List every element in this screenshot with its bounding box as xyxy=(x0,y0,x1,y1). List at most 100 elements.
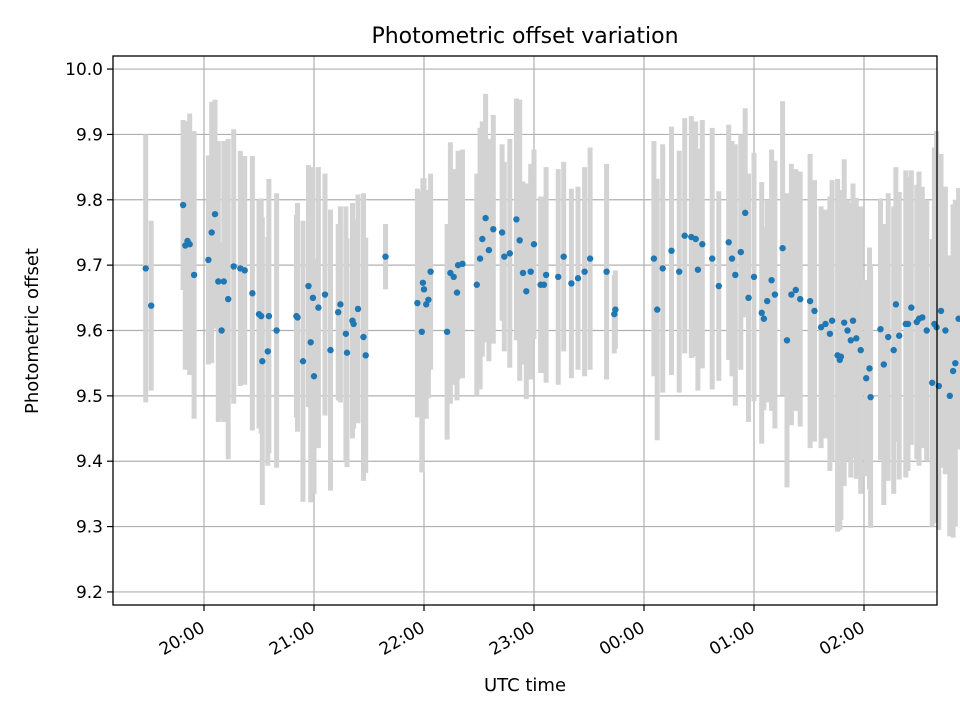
x-tick-label: 22:00 xyxy=(376,618,428,660)
data-point xyxy=(715,282,722,290)
data-point xyxy=(225,295,232,303)
x-tick-label: 02:00 xyxy=(816,618,868,660)
data-point xyxy=(540,281,548,288)
data-point xyxy=(866,365,873,372)
data-point xyxy=(506,250,513,257)
data-point xyxy=(294,314,301,321)
y-tick-label: 9.9 xyxy=(76,125,103,145)
x-tick-label: 20:00 xyxy=(156,618,208,660)
x-tick-label: 01:00 xyxy=(706,618,758,660)
data-point xyxy=(937,307,945,315)
data-point xyxy=(728,255,736,262)
data-point xyxy=(258,312,265,320)
data-point xyxy=(479,235,486,243)
data-point xyxy=(771,291,779,298)
data-point xyxy=(699,241,706,248)
data-point xyxy=(218,327,225,334)
data-point xyxy=(568,280,575,287)
data-point xyxy=(542,271,550,279)
data-points xyxy=(142,201,960,401)
data-point xyxy=(725,239,732,246)
data-point xyxy=(837,353,845,360)
data-point xyxy=(885,333,892,341)
data-point xyxy=(890,346,897,354)
data-point xyxy=(574,275,582,282)
data-point xyxy=(241,267,248,274)
data-point xyxy=(427,268,434,275)
data-point xyxy=(337,301,344,308)
data-point xyxy=(880,361,887,368)
data-point xyxy=(220,278,227,285)
data-point xyxy=(586,255,594,262)
data-point xyxy=(273,327,280,334)
data-point xyxy=(603,268,610,275)
data-point xyxy=(142,265,149,272)
data-point xyxy=(659,265,666,272)
error-bars xyxy=(143,93,960,538)
data-point xyxy=(822,320,829,328)
data-point xyxy=(450,273,457,281)
data-point xyxy=(694,266,702,273)
data-point xyxy=(709,255,716,262)
data-point xyxy=(453,289,461,296)
data-point xyxy=(612,306,619,313)
data-point xyxy=(259,358,266,365)
data-point xyxy=(797,295,804,303)
data-point xyxy=(750,273,758,281)
data-point xyxy=(527,268,534,275)
data-point xyxy=(676,268,683,275)
data-point xyxy=(681,232,688,239)
data-point xyxy=(737,248,744,256)
data-point xyxy=(485,246,493,254)
data-point xyxy=(650,255,658,262)
data-point xyxy=(513,216,520,223)
x-tick-label: 00:00 xyxy=(596,618,648,660)
data-point xyxy=(179,201,187,209)
data-point xyxy=(877,325,884,333)
data-point xyxy=(516,237,523,244)
data-point xyxy=(654,306,661,313)
data-point xyxy=(299,358,307,365)
data-point xyxy=(362,352,369,359)
data-point xyxy=(530,241,538,248)
data-point xyxy=(758,309,765,317)
data-point xyxy=(265,312,273,320)
data-point xyxy=(841,319,848,326)
data-point xyxy=(476,255,484,262)
data-point xyxy=(342,330,350,337)
data-point xyxy=(211,210,219,218)
data-point xyxy=(792,286,799,294)
data-point xyxy=(305,282,312,290)
data-point xyxy=(310,373,318,380)
data-point xyxy=(560,253,567,260)
data-point xyxy=(215,278,222,285)
y-axis-label: Photometric offset xyxy=(22,248,43,414)
data-point xyxy=(952,359,959,367)
data-point xyxy=(230,263,237,270)
data-point xyxy=(849,317,857,324)
data-point xyxy=(581,268,588,275)
data-point xyxy=(742,209,749,217)
data-point xyxy=(335,309,342,316)
y-tick-label: 9.4 xyxy=(76,452,103,472)
data-point xyxy=(443,328,451,336)
data-point xyxy=(788,291,795,298)
data-point xyxy=(817,324,825,331)
y-tick-label: 9.3 xyxy=(76,518,103,538)
data-point xyxy=(946,392,953,400)
data-point xyxy=(205,256,212,264)
data-point xyxy=(853,335,860,342)
data-point xyxy=(955,315,960,322)
data-point xyxy=(732,271,739,279)
data-point xyxy=(523,288,530,295)
data-point xyxy=(668,247,675,254)
x-tick-label: 23:00 xyxy=(486,618,538,660)
data-point xyxy=(919,314,926,321)
data-point xyxy=(343,349,351,356)
data-point xyxy=(760,315,768,322)
y-tick-label: 9.6 xyxy=(76,322,103,342)
data-point xyxy=(908,304,915,311)
data-point xyxy=(847,337,854,344)
data-point xyxy=(806,297,814,305)
